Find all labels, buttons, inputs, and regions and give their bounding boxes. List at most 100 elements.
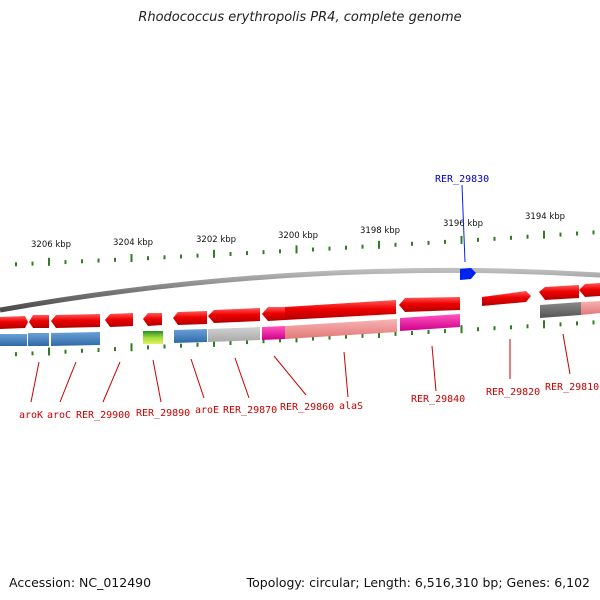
gene-block[interactable] — [400, 314, 460, 331]
minor-tick — [97, 348, 100, 352]
gene-arrow[interactable] — [262, 307, 285, 321]
gene-label-rer-29820: RER_29820 — [486, 387, 540, 398]
gene-arrow[interactable] — [579, 283, 600, 297]
gene-arrow[interactable] — [285, 300, 396, 320]
minor-tick — [592, 230, 595, 235]
scale-tick-labels: 3206 kbp 3204 kbp 3202 kbp 3200 kbp 3198… — [31, 212, 565, 250]
tick-label-3206: 3206 kbp — [31, 240, 71, 250]
gene-block[interactable] — [0, 334, 27, 346]
tick-label-3198: 3198 kbp — [360, 226, 400, 236]
major-tick — [295, 245, 298, 254]
gene-label-rer-29900: RER_29900 — [76, 410, 130, 421]
minor-tick — [345, 334, 347, 339]
gene-arrow[interactable] — [208, 308, 260, 323]
minor-tick — [477, 327, 479, 332]
minor-tick — [163, 344, 166, 349]
gene-block[interactable] — [143, 331, 163, 344]
minor-tick — [279, 249, 281, 254]
gene-block[interactable] — [28, 333, 49, 346]
minor-tick — [64, 260, 67, 265]
gene-arrow[interactable] — [539, 285, 579, 300]
gene-labels: aroK aroC RER_29900 RER_29890 aroE RER_2… — [19, 382, 599, 421]
minor-tick — [394, 331, 397, 336]
gene-label-rer-29830: RER_29830 — [435, 174, 489, 185]
major-tick — [543, 230, 545, 239]
tick-label-3200: 3200 kbp — [278, 231, 318, 241]
gene-label-alaS: alaS — [339, 401, 363, 412]
minor-tick — [97, 258, 100, 263]
minor-tick — [328, 246, 331, 251]
genome-summary-text: Topology: circular; Length: 6,516,310 bp… — [246, 575, 590, 590]
gene-arrow-rer-29830[interactable] — [460, 268, 476, 280]
minor-tick — [328, 335, 331, 340]
major-tick — [48, 347, 50, 356]
gene-arrow[interactable] — [143, 313, 162, 326]
major-tick — [378, 240, 380, 249]
minor-tick — [180, 343, 182, 348]
gene-block[interactable] — [174, 329, 207, 343]
gene-label-rer-29840: RER_29840 — [411, 394, 465, 405]
minor-tick — [312, 247, 314, 252]
gene-arrow[interactable] — [482, 291, 531, 306]
gene-arrows-row-2 — [0, 301, 600, 346]
minor-tick — [196, 342, 199, 347]
major-tick — [213, 338, 215, 347]
gene-label-aroC: aroC — [47, 410, 71, 421]
minor-tick — [559, 322, 562, 327]
major-tick — [378, 329, 380, 338]
gene-label-rer-29870: RER_29870 — [223, 405, 277, 416]
major-tick — [213, 249, 215, 258]
track-minor-ticks — [15, 320, 595, 357]
highlighted-gene[interactable]: RER_29830 — [435, 174, 489, 280]
minor-tick — [180, 254, 182, 259]
minor-tick — [81, 259, 83, 264]
minor-tick — [510, 325, 512, 330]
gene-block[interactable] — [262, 326, 285, 340]
minor-tick — [477, 237, 479, 242]
minor-tick — [576, 321, 578, 326]
gene-label-rer-29810: RER_29810 — [545, 382, 599, 393]
gene-block[interactable] — [285, 319, 397, 339]
minor-tick — [444, 239, 446, 244]
gene-block[interactable] — [208, 327, 260, 342]
minor-tick — [114, 347, 116, 352]
minor-tick — [147, 345, 149, 350]
highlight-leader-line — [461, 184, 466, 263]
gene-arrow[interactable] — [51, 314, 100, 328]
minor-tick — [526, 324, 529, 329]
minor-tick — [510, 235, 512, 240]
minor-tick — [345, 245, 347, 250]
minor-tick — [15, 262, 17, 267]
scale-minor-ticks — [15, 230, 595, 267]
minor-tick — [279, 338, 281, 343]
gene-label-rer-29860: RER_29860 — [280, 402, 334, 413]
minor-tick — [31, 351, 34, 356]
gene-arrow[interactable] — [105, 313, 133, 327]
minor-tick — [15, 352, 17, 357]
minor-tick — [427, 330, 430, 334]
gene-arrow[interactable] — [173, 311, 207, 325]
gene-block[interactable] — [540, 302, 581, 318]
tick-label-3202: 3202 kbp — [196, 235, 236, 245]
minor-tick — [229, 252, 232, 256]
minor-tick — [262, 339, 265, 344]
minor-tick — [592, 320, 595, 325]
minor-tick — [246, 340, 248, 345]
major-tick — [48, 257, 50, 266]
gene-arrow[interactable] — [29, 315, 49, 328]
gene-arrow[interactable] — [399, 297, 460, 312]
minor-tick — [427, 240, 430, 245]
minor-tick — [81, 348, 83, 353]
genome-title: Rhodococcus erythropolis PR4, complete g… — [138, 10, 462, 25]
minor-tick — [394, 242, 397, 247]
gene-leader-lines — [30, 333, 571, 403]
gene-block[interactable] — [51, 332, 100, 346]
minor-tick — [196, 253, 199, 258]
gene-block[interactable] — [581, 301, 600, 315]
minor-tick — [526, 234, 529, 239]
minor-tick — [361, 244, 364, 249]
gene-label-rer-29890: RER_29890 — [136, 408, 190, 419]
tick-label-3194: 3194 kbp — [525, 212, 565, 222]
gene-arrow[interactable] — [0, 316, 28, 329]
